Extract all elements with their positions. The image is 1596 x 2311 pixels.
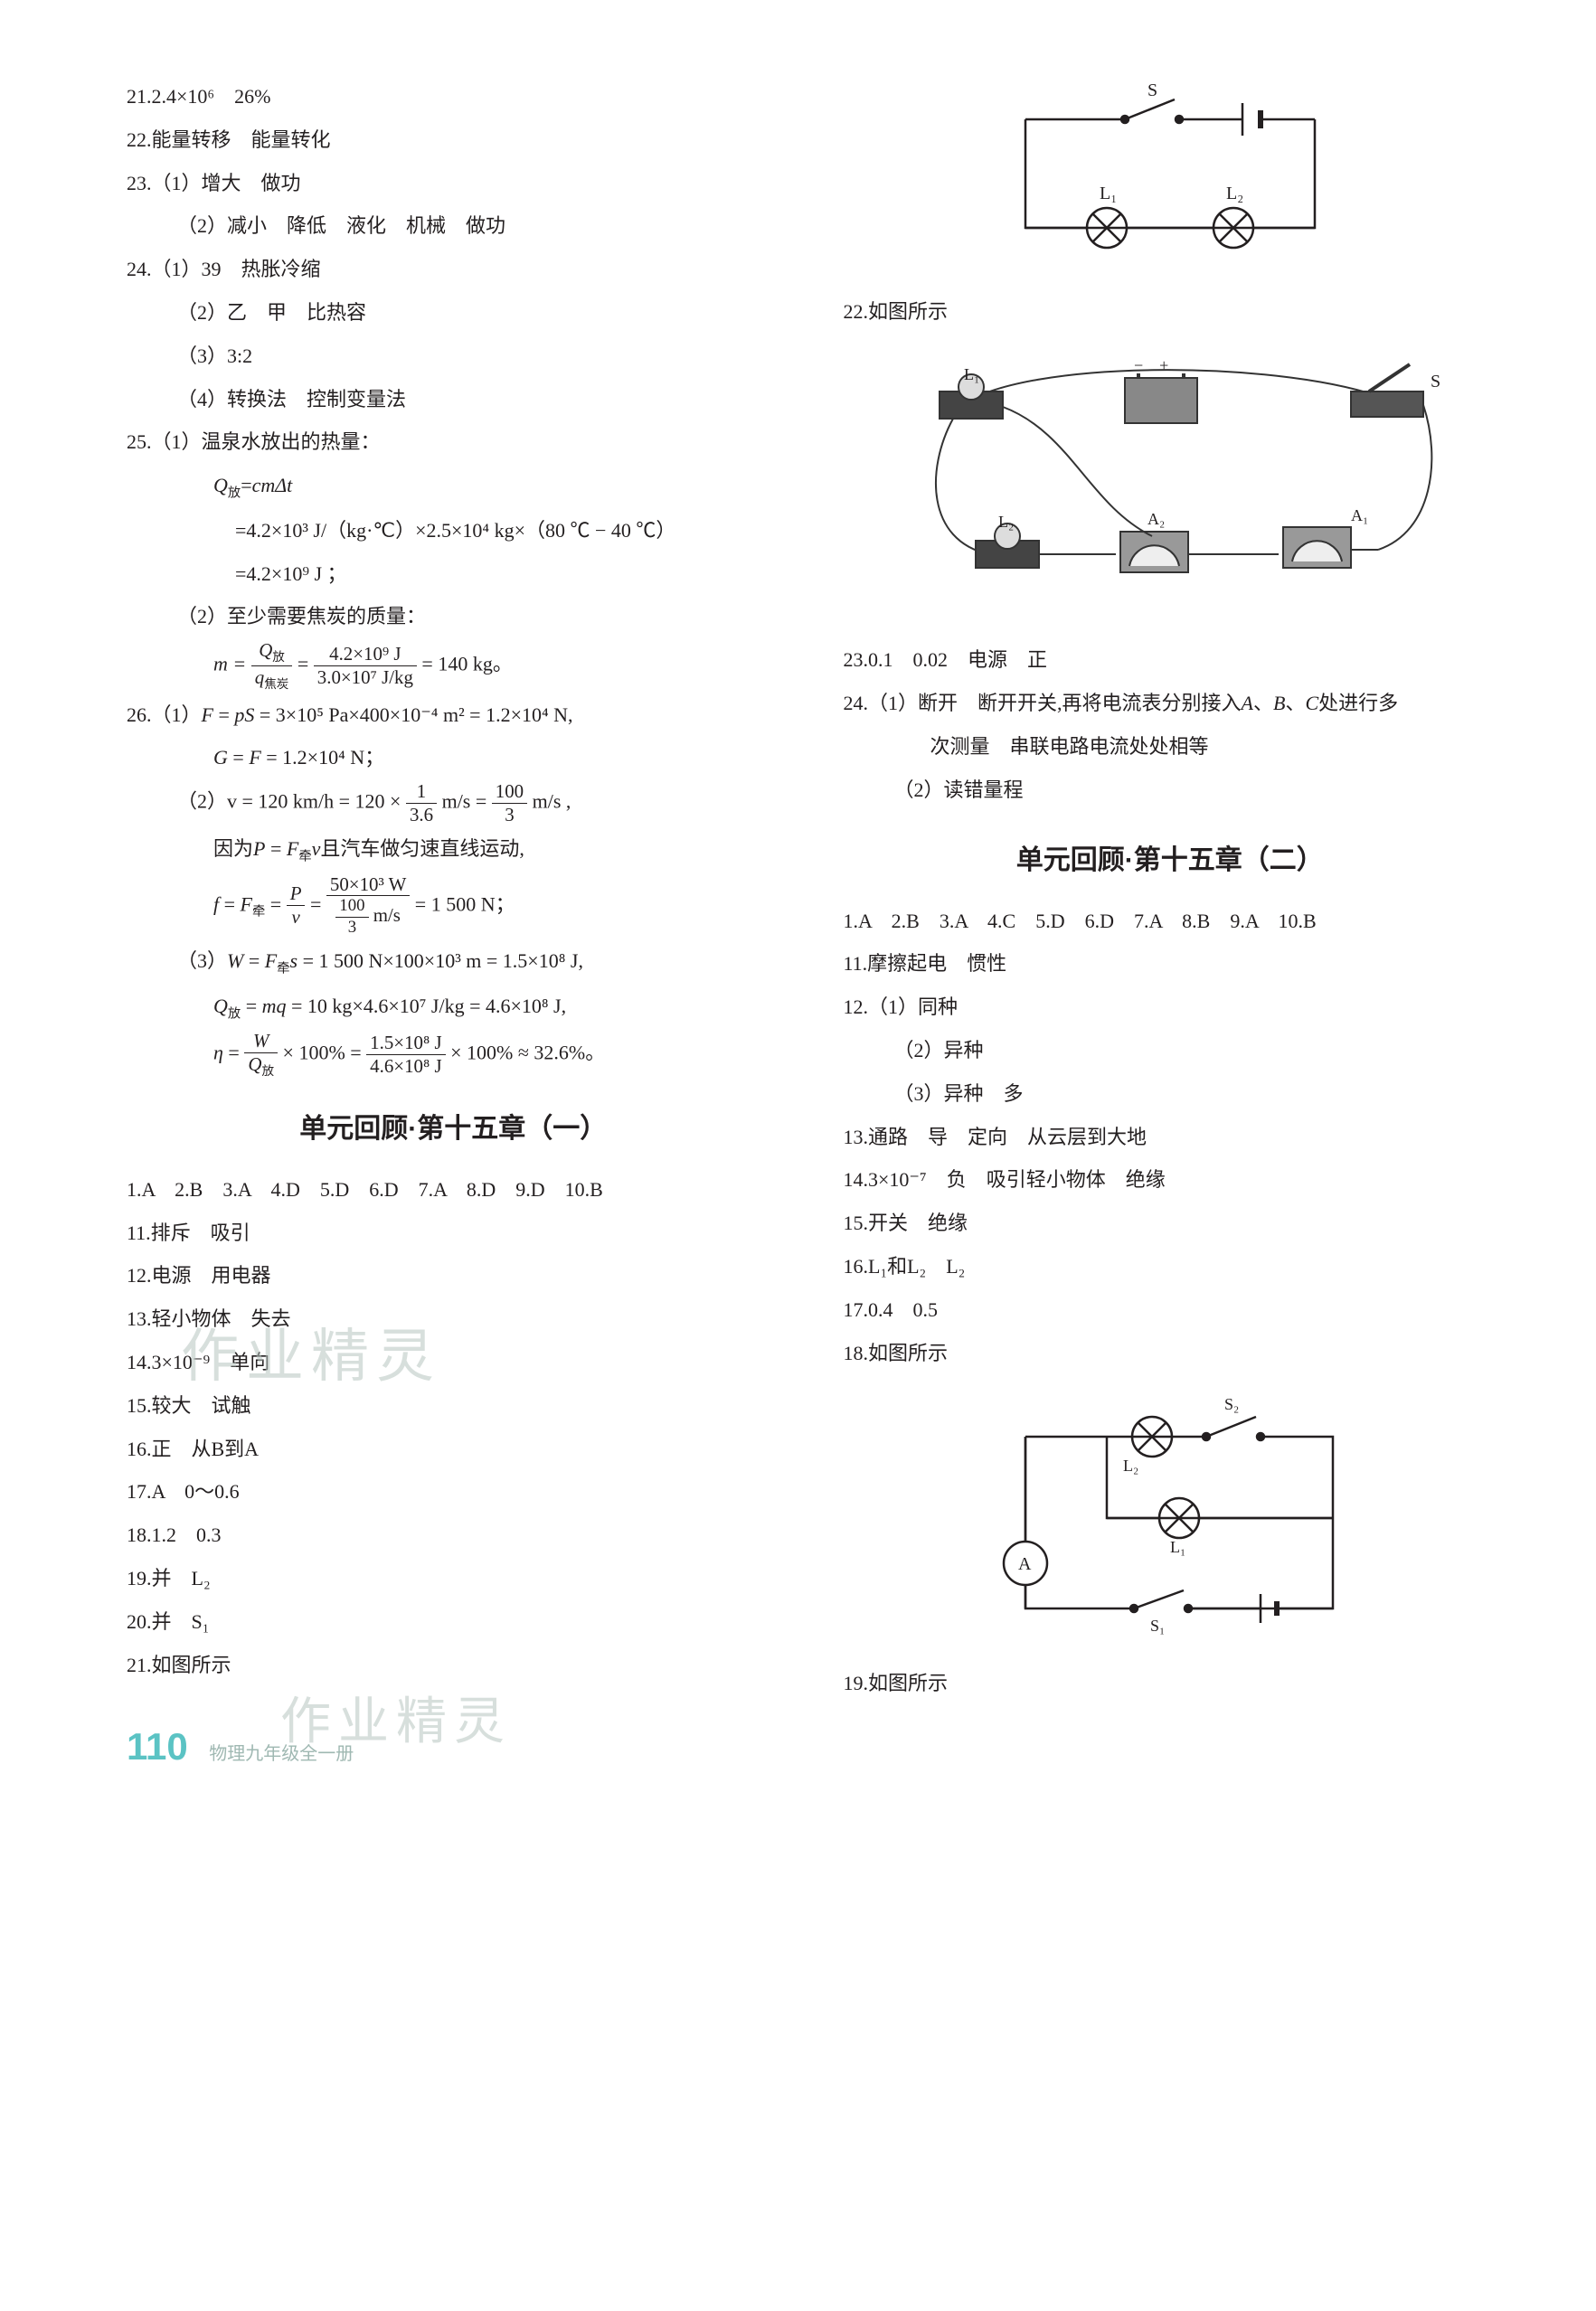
answer-c16: 16.L₁和L₂ L₂ bbox=[844, 1248, 1497, 1286]
answer-c15: 15.开关 绝缘 bbox=[844, 1204, 1497, 1242]
fraction: W Q放 bbox=[244, 1032, 278, 1078]
answer-24-1: 24.（1）39 热胀冷缩 bbox=[127, 250, 780, 288]
answer-r22: 22.如图所示 bbox=[844, 293, 1497, 331]
label-s2: S₂ bbox=[1224, 1395, 1239, 1413]
label-a2: A₂ bbox=[1147, 510, 1165, 528]
answer-b11: 11.排斥 吸引 bbox=[127, 1214, 780, 1252]
answer-25-eq1b: =4.2×10³ J/（kg·℃）×2.5×10⁴ kg×（80 ℃ − 40 … bbox=[127, 512, 780, 550]
answer-26-2c: f = F牵 = P v = 50×10³ W 100 3 m/s = 1 50… bbox=[127, 875, 780, 938]
answer-24-3: （3）3:2 bbox=[127, 337, 780, 375]
answer-r24-1b: 次测量 串联电路电流处处相等 bbox=[844, 728, 1497, 766]
answer-26-3b: Q放 = mq = 10 kg×4.6×10⁷ J/kg = 4.6×10⁸ J… bbox=[127, 987, 780, 1027]
answer-b21: 21.如图所示 bbox=[127, 1646, 780, 1684]
fraction: Q放 q焦炭 bbox=[251, 641, 293, 691]
left-column: 21.2.4×10⁶ 26% 22.能量转移 能量转化 23.（1）增大 做功 … bbox=[127, 72, 780, 1783]
answer-c13: 13.通路 导 定向 从云层到大地 bbox=[844, 1118, 1497, 1156]
answer-25-1: 25.（1）温泉水放出的热量： bbox=[127, 423, 780, 461]
fraction: 100 3 bbox=[492, 782, 527, 825]
circuit-diagram-22: − + L₁ S L₂ bbox=[844, 342, 1497, 626]
label-s: S bbox=[1431, 372, 1440, 391]
circuit-diagram-18: L₂ S₂ L₁ A bbox=[844, 1382, 1497, 1648]
answer-b17: 17.A 0～0.6 bbox=[127, 1473, 780, 1511]
svg-text:− +: − + bbox=[1134, 356, 1168, 374]
answer-b12: 12.电源 用电器 bbox=[127, 1257, 780, 1295]
answer-21: 21.2.4×10⁶ 26% bbox=[127, 78, 780, 116]
answer-23-2: （2）减小 降低 液化 机械 做功 bbox=[127, 207, 780, 245]
eq-lhs: m = bbox=[213, 652, 246, 674]
answer-22: 22.能量转移 能量转化 bbox=[127, 121, 780, 159]
answer-25-eq2: m = Q放 q焦炭 = 4.2×10⁹ J 3.0×10⁷ J/kg = 14… bbox=[127, 641, 780, 691]
right-column: S L₁ L₂ bbox=[844, 72, 1497, 1783]
fraction: 50×10³ W 100 3 m/s bbox=[326, 875, 410, 938]
fraction: 4.2×10⁹ J 3.0×10⁷ J/kg bbox=[314, 645, 417, 687]
label-a: A bbox=[1018, 1554, 1032, 1574]
answer-c11: 11.摩擦起电 惯性 bbox=[844, 945, 1497, 983]
label-s1: S₁ bbox=[1150, 1617, 1165, 1635]
fraction: 1.5×10⁸ J 4.6×10⁸ J bbox=[366, 1033, 445, 1076]
section-title-15-1: 单元回顾·第十五章（一） bbox=[127, 1103, 780, 1155]
answer-26-2: （2）v = 120 km/h = 120 × 1 3.6 m/s = 100 … bbox=[127, 782, 780, 825]
answer-b15: 15.较大 试触 bbox=[127, 1387, 780, 1425]
answer-24-4: （4）转换法 控制变量法 bbox=[127, 381, 780, 419]
mc-answers-1: 1.A 2.B 3.A 4.D 5.D 6.D 7.A 8.D 9.D 10.B bbox=[127, 1171, 780, 1209]
section-title-15-2: 单元回顾·第十五章（二） bbox=[844, 835, 1497, 886]
answer-r23: 23.0.1 0.02 电源 正 bbox=[844, 641, 1497, 679]
answer-26-3c: η = W Q放 × 100% = 1.5×10⁸ J 4.6×10⁸ J × … bbox=[127, 1032, 780, 1078]
answer-26-1b: G = F = 1.2×10⁴ N； bbox=[127, 739, 780, 777]
answer-23-1: 23.（1）增大 做功 bbox=[127, 165, 780, 203]
answer-c18: 18.如图所示 bbox=[844, 1335, 1497, 1372]
label-l1: L₁ bbox=[964, 365, 979, 383]
answer-25-eq1c: =4.2×10⁹ J ； bbox=[127, 555, 780, 593]
answer-b16: 16.正 从B到A bbox=[127, 1430, 780, 1468]
answer-c12-1: 12.（1）同种 bbox=[844, 988, 1497, 1026]
circuit-diagram-21: S L₁ L₂ bbox=[844, 83, 1497, 277]
label-l2: L₂ bbox=[1123, 1457, 1138, 1475]
answer-c12-3: （3）异种 多 bbox=[844, 1075, 1497, 1113]
footer-caption: 物理九年级全一册 bbox=[209, 1737, 354, 1771]
label-l2: L₂ bbox=[998, 513, 1014, 531]
label-s: S bbox=[1147, 83, 1157, 100]
label-l1: L₁ bbox=[1170, 1538, 1185, 1556]
label-a1: A₁ bbox=[1351, 506, 1368, 524]
mc-answers-2: 1.A 2.B 3.A 4.C 5.D 6.D 7.A 8.B 9.A 10.B bbox=[844, 902, 1497, 940]
answer-b13: 13.轻小物体 失去 bbox=[127, 1300, 780, 1338]
answer-b14: 14.3×10⁻⁹ 单向 bbox=[127, 1344, 780, 1382]
fraction: 1 3.6 bbox=[406, 782, 437, 825]
answer-24-2: （2）乙 甲 比热容 bbox=[127, 294, 780, 332]
answer-b18: 18.1.2 0.3 bbox=[127, 1516, 780, 1554]
answer-25-2: （2）至少需要焦炭的质量： bbox=[127, 598, 780, 636]
answer-c17: 17.0.4 0.5 bbox=[844, 1291, 1497, 1329]
page-number: 110 bbox=[127, 1711, 188, 1783]
answer-r24-2: （2）读错量程 bbox=[844, 771, 1497, 809]
page-footer: 110 物理九年级全一册 作业精灵 bbox=[127, 1711, 780, 1783]
answer-b19: 19.并 L₂ bbox=[127, 1560, 780, 1598]
answer-26-2b: 因为P = F牵v且汽车做匀速直线运动, bbox=[127, 830, 780, 870]
answer-b20: 20.并 S₁ bbox=[127, 1603, 780, 1641]
answer-26-1: 26.（1）F = pS = 3×10⁵ Pa×400×10⁻⁴ m² = 1.… bbox=[127, 696, 780, 734]
eq-rhs: = 140 kg。 bbox=[421, 652, 512, 674]
answer-r24-1: 24.（1）断开 断开开关,再将电流表分别接入A、B、C处进行多 bbox=[844, 684, 1497, 722]
answer-r19: 19.如图所示 bbox=[844, 1665, 1497, 1703]
answer-25-eq1a: Q放=cmΔt bbox=[127, 467, 780, 506]
answer-c12-2: （2）异种 bbox=[844, 1032, 1497, 1070]
answer-c14: 14.3×10⁻⁷ 负 吸引轻小物体 绝缘 bbox=[844, 1161, 1497, 1199]
label-l2: L₂ bbox=[1226, 184, 1243, 203]
answer-26-3: （3）W = F牵s = 1 500 N×100×10³ m = 1.5×10⁸… bbox=[127, 942, 780, 982]
fraction: P v bbox=[287, 884, 306, 927]
label-l1: L₁ bbox=[1100, 184, 1117, 203]
